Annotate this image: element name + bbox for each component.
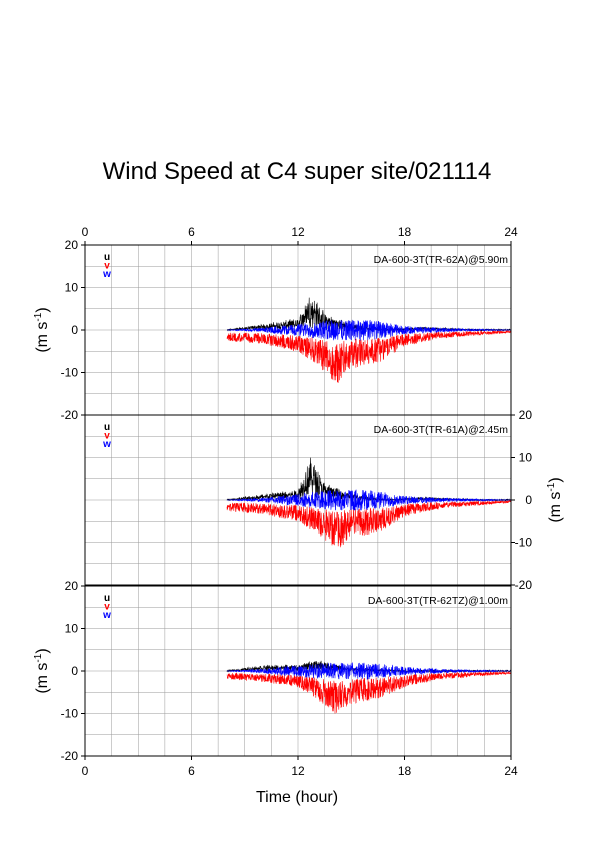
y-tick-label: -10 xyxy=(61,366,79,380)
legend-u: u xyxy=(104,593,110,604)
series-w-line xyxy=(227,662,511,680)
y-tick-label: 10 xyxy=(519,451,533,465)
y-tick-label: 10 xyxy=(65,622,79,636)
panel-2: DA-600-3T(TR-61A)@2.45m uvw 20 10 0 -10 -20 (m … xyxy=(84,408,564,592)
legend-u: u xyxy=(104,252,110,263)
panel-1: DA-600-3T(TR-62A)@5.90m uvw 20 10 0 -10 -20 (m … xyxy=(33,238,512,422)
legend-w: w xyxy=(102,269,111,280)
y-axis-label: (m s-1) xyxy=(33,307,51,352)
panel-label: DA-600-3T(TR-62A)@5.90m xyxy=(374,254,509,266)
y-axis-label: (m s-1) xyxy=(546,477,564,522)
x-tick-label-bottom: 24 xyxy=(504,764,518,778)
legend-v: v xyxy=(104,602,110,613)
y-tick-label: 0 xyxy=(71,323,78,337)
y-tick-label: 20 xyxy=(65,579,79,593)
y-tick-label: -20 xyxy=(515,578,533,592)
legend-w: w xyxy=(102,439,111,450)
y-tick-label: 0 xyxy=(525,493,532,507)
y-tick-label: 20 xyxy=(519,408,533,422)
series-v-line xyxy=(226,670,512,714)
x-tick-label-top: 12 xyxy=(291,225,305,239)
y-tick-label: 20 xyxy=(65,238,79,252)
x-tick-label-top: 24 xyxy=(504,225,518,239)
chart-title: Wind Speed at C4 super site/021114 xyxy=(103,158,492,185)
y-tick-label: -10 xyxy=(61,707,79,721)
panel-label: DA-600-3T(TR-61A)@2.45m xyxy=(374,424,509,436)
y-tick-label: -20 xyxy=(61,408,79,422)
y-tick-label: -20 xyxy=(61,749,79,763)
y-axis-label: (m s-1) xyxy=(33,648,51,693)
x-tick-label-top: 6 xyxy=(188,225,195,239)
panel-label: DA-600-3T(TR-62TZ)@1.00m xyxy=(368,595,508,607)
x-axis-label: Time (hour) xyxy=(256,789,338,806)
panel-3: DA-600-3T(TR-62TZ)@1.00m uvw 20 10 0 -10 -20 (m… xyxy=(33,579,512,763)
x-tick-label-bottom: 6 xyxy=(188,764,195,778)
legend-v: v xyxy=(104,261,110,272)
x-tick-label-top: 0 xyxy=(82,225,89,239)
y-tick-label: 10 xyxy=(65,281,79,295)
y-tick-label: 0 xyxy=(71,664,78,678)
series-v-line xyxy=(226,329,512,383)
series-w-line xyxy=(227,489,511,511)
x-tick-label-bottom: 12 xyxy=(291,764,305,778)
legend-u: u xyxy=(104,422,110,433)
x-tick-label-top: 18 xyxy=(398,225,412,239)
series-w-line xyxy=(227,319,511,341)
y-tick-label: -10 xyxy=(515,536,533,550)
legend-v: v xyxy=(104,431,110,442)
x-tick-label-bottom: 0 xyxy=(82,764,89,778)
legend-w: w xyxy=(102,610,111,621)
x-tick-label-bottom: 18 xyxy=(398,764,412,778)
series-v-line xyxy=(226,499,512,548)
